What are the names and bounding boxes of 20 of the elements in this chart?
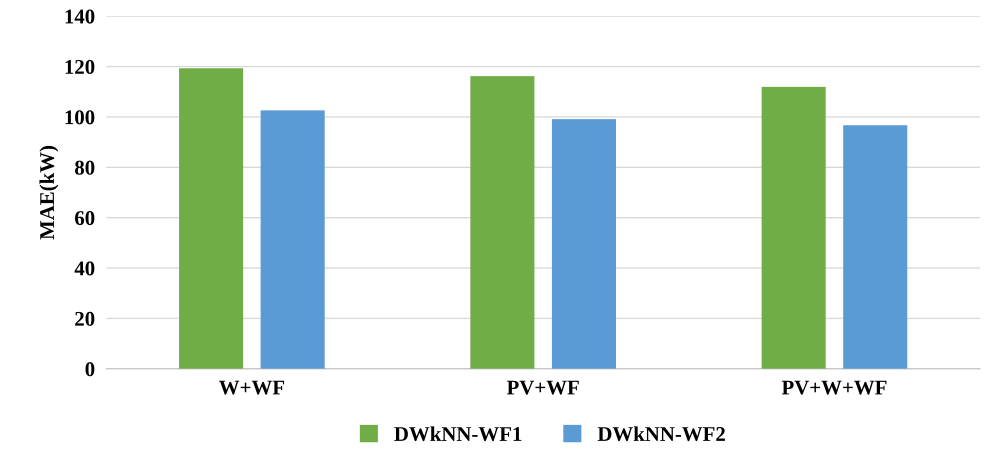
legend-label: DWkNN-WF1 [394, 426, 522, 442]
y-tick-label: 120 [66, 60, 94, 74]
x-tick-label: PV+WF [506, 380, 579, 395]
y-axis-title: MAE(kW) [39, 146, 58, 240]
bar [179, 68, 244, 369]
x-tick-label: W+WF [219, 380, 284, 395]
legend-label: DWkNN-WF2 [598, 426, 725, 442]
bar [260, 110, 325, 369]
y-tick-label: 80 [75, 160, 94, 175]
y-tick-label: 0 [86, 362, 94, 376]
y-tick-label: 20 [75, 312, 94, 326]
bar [762, 86, 826, 369]
bar [843, 125, 908, 369]
y-tick-label: 60 [75, 211, 94, 226]
y-tick-label: 40 [74, 261, 94, 276]
y-tick-label: 100 [66, 110, 94, 124]
x-tick-label: PV+W+WF [782, 380, 886, 395]
bar [552, 119, 616, 369]
y-tick-label: 140 [66, 10, 94, 24]
bar [470, 76, 534, 369]
